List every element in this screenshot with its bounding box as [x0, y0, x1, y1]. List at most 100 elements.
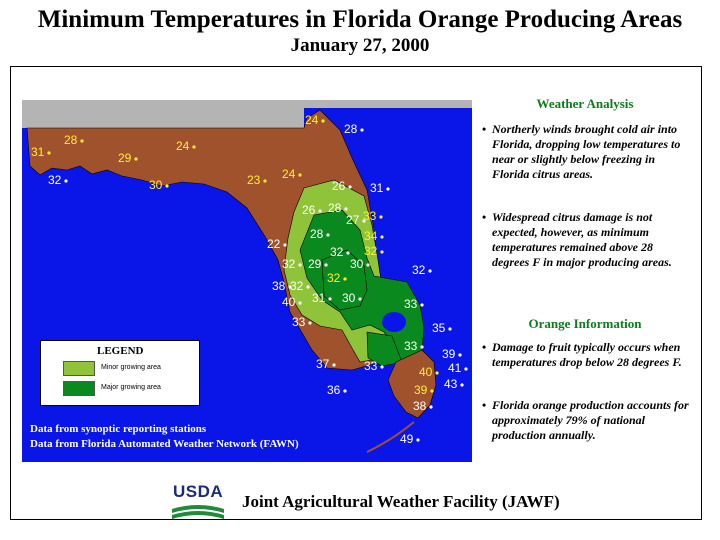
temperature-reading: 28	[344, 122, 358, 136]
temperature-reading: 40	[282, 295, 296, 309]
orange-bullet-1-text: Damage to fruit typically occurs when te…	[492, 340, 682, 369]
temperature-reading: 33	[363, 209, 377, 223]
legend-swatch-major	[63, 381, 95, 396]
temperature-reading: 34	[364, 229, 378, 243]
temperature-reading: 33	[364, 359, 378, 373]
florida-map: 31 28 32 29 24 30 24 28 23 24 26 31 26 28 27 33 28 34 32 32…	[22, 100, 472, 462]
station-dot	[386, 187, 390, 191]
temperature-reading: 32	[330, 245, 344, 259]
temperature-reading: 33	[404, 339, 418, 353]
temperature-reading: 22	[267, 237, 281, 251]
station-dot	[47, 151, 51, 155]
temperature-reading: 30	[149, 178, 163, 192]
source-fawn: Data from Florida Automated Weather Netw…	[30, 438, 299, 450]
temperature-reading: 32	[364, 244, 378, 258]
temperature-reading: 30	[342, 291, 356, 305]
station-dot	[343, 389, 347, 393]
station-dot	[192, 145, 196, 149]
legend-swatch-minor	[63, 361, 95, 376]
south-florida-land	[387, 349, 437, 419]
temperature-reading: 31	[370, 181, 384, 195]
temperature-reading: 33	[404, 297, 418, 311]
station-dot	[298, 263, 302, 267]
station-dot	[64, 179, 68, 183]
usda-logo-text: USDA	[173, 482, 224, 501]
temperature-reading: 39	[414, 383, 428, 397]
orange-bullet-2-text: Florida orange production accounts for a…	[492, 398, 689, 442]
temperature-reading: 27	[346, 213, 360, 227]
orange-information-heading: Orange Information	[528, 316, 642, 331]
temperature-reading: 31	[31, 145, 45, 159]
station-dot	[380, 365, 384, 369]
station-dot	[321, 119, 325, 123]
station-dot	[328, 297, 332, 301]
bullet-icon: •	[482, 210, 487, 224]
temperature-reading: 33	[292, 315, 306, 329]
station-dot	[420, 345, 424, 349]
station-dot	[318, 209, 322, 213]
neighbor-states-area	[22, 100, 472, 128]
lake-okeechobee	[382, 312, 406, 332]
temperature-reading: 29	[308, 257, 322, 271]
temperature-reading: 36	[327, 383, 341, 397]
weather-analysis-heading: Weather Analysis	[536, 96, 634, 111]
temperature-reading: 32	[48, 173, 62, 187]
content-frame	[10, 66, 702, 520]
temperature-reading: 32	[282, 257, 296, 271]
source-synoptic: Data from synoptic reporting stations	[30, 423, 207, 435]
station-dot	[380, 250, 384, 254]
bullet-icon: •	[482, 340, 487, 354]
temperature-reading: 24	[176, 139, 190, 153]
station-dot	[80, 139, 84, 143]
temperature-reading: 41	[448, 361, 462, 375]
temperature-reading: 40	[419, 365, 433, 379]
station-dot	[448, 327, 452, 331]
station-dot	[344, 207, 348, 211]
temperature-reading: 39	[442, 347, 456, 361]
station-dot	[360, 128, 364, 132]
station-dot	[464, 367, 468, 371]
map-subtitle: January 27, 2000	[290, 35, 430, 56]
station-dot	[362, 219, 366, 223]
temperature-reading: 32	[290, 279, 304, 293]
station-dot	[165, 184, 169, 188]
station-dot	[134, 157, 138, 161]
legend-title: LEGEND	[97, 345, 144, 357]
temperature-reading: 49	[400, 432, 414, 446]
legend-label-minor: Minor growing area	[101, 364, 161, 371]
station-dot	[366, 263, 370, 267]
station-dot	[430, 389, 434, 393]
temperature-reading: 23	[247, 173, 261, 187]
station-dot	[283, 243, 287, 247]
station-dot	[288, 285, 292, 289]
station-dot	[298, 173, 302, 177]
temperature-reading: 37	[316, 357, 330, 371]
weather-bullet-1-text: Northerly winds brought cold air into Fl…	[492, 122, 681, 181]
station-dot	[429, 405, 433, 409]
orange-bullet-2: • Florida orange production accounts for…	[482, 398, 692, 443]
legend-label-major: Major growing area	[101, 384, 161, 391]
station-dot	[380, 235, 384, 239]
temperature-reading: 28	[328, 201, 342, 215]
temperature-reading: 24	[282, 167, 296, 181]
bullet-icon: •	[482, 122, 487, 136]
temperature-reading: 31	[312, 291, 326, 305]
station-dot	[332, 363, 336, 367]
temperature-reading: 38	[413, 399, 427, 413]
temperature-reading: 30	[350, 257, 364, 271]
station-dot	[416, 438, 420, 442]
orange-bullet-1: • Damage to fruit typically occurs when …	[482, 340, 692, 370]
temperature-reading: 32	[327, 271, 341, 285]
station-dot	[460, 383, 464, 387]
florida-keys	[366, 421, 415, 453]
station-dot	[435, 371, 439, 375]
station-dot	[324, 263, 328, 267]
station-dot	[458, 353, 462, 357]
station-dot	[428, 269, 432, 273]
station-dot	[346, 251, 350, 255]
station-dot	[263, 179, 267, 183]
station-dot	[326, 233, 330, 237]
station-dot	[379, 215, 383, 219]
weather-bullet-2-text: Widespread citrus damage is not expected…	[492, 210, 672, 269]
station-dot	[343, 277, 347, 281]
